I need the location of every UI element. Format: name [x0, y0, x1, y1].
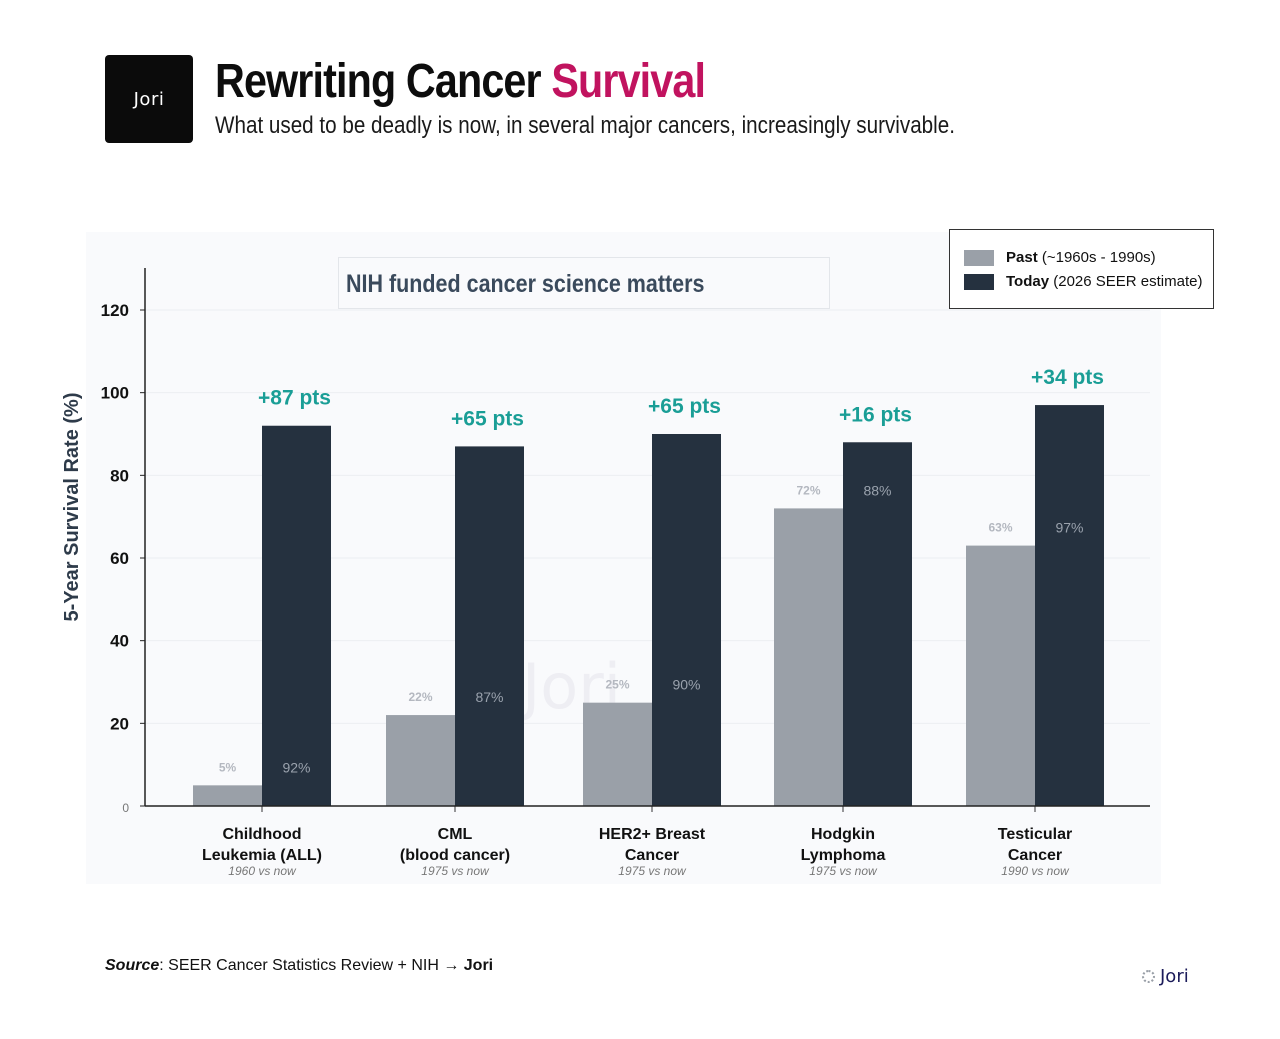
footer-logo: Jori [1142, 966, 1189, 987]
data-labels: 5% 92% +87 pts 22% 87% +65 pts 25% 90% +65 pts 72… [219, 366, 1104, 775]
bar-today [652, 434, 721, 806]
bar-past [386, 715, 455, 806]
bars [193, 405, 1104, 806]
source-text: : SEER Cancer Statistics Review + NIH → [159, 957, 464, 974]
past-value-label: 22% [408, 690, 432, 704]
y-tick-label: 40 [110, 632, 129, 651]
x-tick-label-line2: Lymphoma [801, 847, 886, 864]
gain-label: +65 pts [451, 407, 524, 430]
bar-today [455, 446, 524, 806]
gain-label: +87 pts [258, 387, 331, 410]
gain-label: +34 pts [1031, 366, 1104, 389]
y-tick-label: 120 [101, 301, 129, 320]
today-value-label: 87% [475, 689, 503, 705]
bar-today [843, 442, 912, 806]
x-tick-label-line1: Hodgkin [811, 826, 875, 843]
title-main: Rewriting Cancer [215, 55, 552, 108]
annotation-text: NIH funded cancer science matters [346, 270, 705, 298]
legend-swatch-today [964, 273, 994, 290]
legend-label-bold: Past [1006, 249, 1038, 266]
axes: 0 20 40 60 80 100 120 5-Year Survival Rate (%) C… [61, 268, 1150, 878]
x-tick-label-line2: Cancer [1008, 847, 1062, 864]
x-tick-label-line2: (blood cancer) [400, 847, 510, 864]
page-title: Rewriting Cancer Survival [215, 54, 706, 109]
x-tick-label-line1: Childhood [222, 826, 301, 843]
today-value-label: 97% [1055, 520, 1083, 536]
legend-swatch-past [964, 249, 994, 266]
x-tick-note: 1975 vs now [421, 864, 490, 878]
today-value-label: 88% [863, 482, 891, 498]
source-brand: Jori [463, 957, 494, 974]
x-tick-note: 1975 vs now [809, 864, 878, 878]
y-tick-label: 0 [122, 801, 129, 815]
legend-item-today: Today (2026 SEER estimate) [964, 273, 1202, 290]
brand-logo-text: Jori [133, 88, 165, 110]
y-tick-label: 100 [101, 384, 129, 403]
today-value-label: 90% [672, 677, 700, 693]
x-tick-label-line1: Testicular [998, 826, 1072, 843]
bar-past [966, 545, 1035, 806]
y-tick-label: 20 [110, 714, 129, 733]
x-tick-label-line1: HER2+ Breast [599, 826, 706, 843]
title-accent: Survival [551, 55, 706, 108]
legend-label-rest: (2026 SEER estimate) [1049, 273, 1203, 290]
legend-item-past: Past (~1960s - 1990s) [964, 249, 1156, 266]
y-tick-label: 60 [110, 549, 129, 568]
y-axis-label: 5-Year Survival Rate (%) [61, 393, 83, 622]
source-label: Source [105, 957, 160, 974]
x-tick-label-line2: Cancer [625, 847, 679, 864]
past-value-label: 63% [988, 521, 1012, 535]
sun-icon [1142, 970, 1155, 983]
x-tick-note: 1990 vs now [1001, 864, 1070, 878]
bar-past [583, 702, 652, 806]
gain-label: +16 pts [839, 403, 912, 426]
past-value-label: 5% [219, 760, 237, 774]
gain-label: +65 pts [648, 395, 721, 418]
legend-label-rest: (~1960s - 1990s) [1037, 249, 1156, 266]
bar-today [262, 425, 331, 806]
y-tick-label: 80 [110, 466, 129, 485]
bar-past [774, 508, 843, 806]
today-value-label: 92% [282, 759, 310, 775]
bar-past [193, 785, 262, 806]
x-tick-label-line1: CML [438, 826, 473, 843]
annotation-box: NIH funded cancer science matters [338, 257, 830, 309]
past-value-label: 72% [796, 483, 820, 497]
legend-label-bold: Today [1006, 273, 1050, 290]
source-note: Source: SEER Cancer Statistics Review + … [105, 957, 493, 975]
legend: Past (~1960s - 1990s) Today (2026 SEER e… [949, 229, 1214, 309]
brand-logo: Jori [105, 55, 193, 143]
x-tick-note: 1960 vs now [228, 864, 297, 878]
bar-today [1035, 405, 1104, 806]
x-tick-label-line2: Leukemia (ALL) [202, 847, 322, 864]
x-tick-note: 1975 vs now [618, 864, 687, 878]
past-value-label: 25% [605, 678, 629, 692]
page-subtitle: What used to be deadly is now, in severa… [215, 112, 955, 139]
footer-logo-text: Jori [1160, 966, 1189, 987]
